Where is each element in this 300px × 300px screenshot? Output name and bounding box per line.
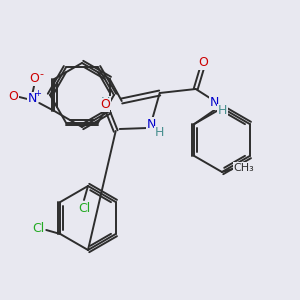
Text: N: N: [147, 118, 156, 130]
Text: N: N: [28, 92, 37, 106]
Text: O: O: [29, 73, 39, 85]
Text: O: O: [100, 98, 110, 112]
Text: O: O: [198, 56, 208, 70]
Text: +: +: [34, 89, 41, 98]
Text: H: H: [218, 104, 227, 118]
Text: O: O: [8, 91, 18, 103]
Text: H: H: [155, 127, 164, 140]
Text: N: N: [210, 97, 219, 110]
Text: -: -: [39, 69, 43, 79]
Text: Cl: Cl: [32, 223, 44, 236]
Text: CH₃: CH₃: [234, 163, 254, 173]
Text: Cl: Cl: [78, 202, 90, 214]
Text: H: H: [101, 97, 110, 110]
